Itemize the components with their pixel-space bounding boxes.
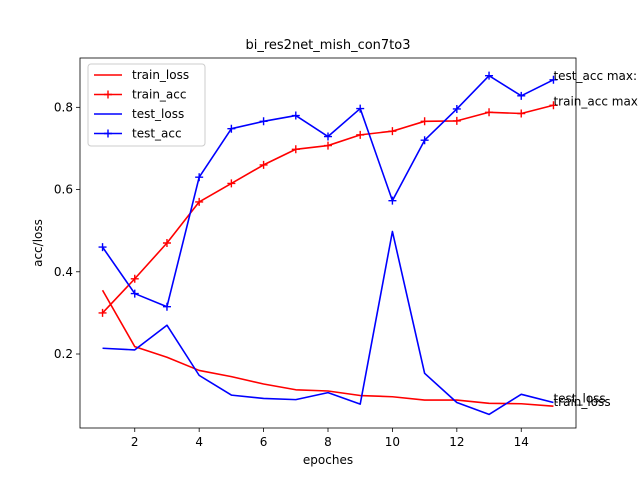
data-point-test_acc xyxy=(98,243,107,252)
legend-entry: train_loss xyxy=(132,68,189,82)
x-tick-label: 4 xyxy=(195,435,203,449)
y-tick-label: 0.6 xyxy=(54,183,73,197)
data-point-train_acc xyxy=(195,197,204,206)
data-point-train_acc xyxy=(98,308,107,317)
legend-box xyxy=(87,63,206,147)
data-point-test_acc xyxy=(227,124,236,133)
x-tick-label: 2 xyxy=(131,435,139,449)
data-point-test_acc xyxy=(452,104,461,113)
data-point-test_acc xyxy=(356,104,365,113)
data-point-test_acc xyxy=(324,132,332,141)
y-tick-label: 0.8 xyxy=(54,100,73,114)
data-point-test_acc xyxy=(420,136,429,145)
x-tick-label: 12 xyxy=(449,435,464,449)
y-tick-label: 0.2 xyxy=(54,347,73,361)
data-point-train_acc xyxy=(517,109,526,118)
y-tick-label: 0.4 xyxy=(54,265,73,279)
data-point-train_acc xyxy=(420,117,429,126)
data-point-train_acc xyxy=(485,108,494,117)
data-point-train_acc xyxy=(162,239,171,247)
chart-title: bi_res2net_mish_con7to3 xyxy=(245,38,410,53)
annotation: test_acc max: xyxy=(553,69,637,83)
data-point-test_acc xyxy=(549,75,558,84)
data-point-test_acc xyxy=(130,289,139,298)
data-point-train_acc xyxy=(259,160,268,169)
plot-area: 2 4 6 8 10 12 14 0.2 0.4 0.6 0.8 test_acc max: train… xyxy=(54,57,638,449)
data-point-test_acc xyxy=(388,196,397,205)
data-point-train_acc xyxy=(549,101,558,110)
data-point-train_acc xyxy=(227,179,236,188)
annotation: train_acc max xyxy=(553,94,637,108)
y-axis-label: acc/loss xyxy=(31,219,45,267)
data-point-test_acc xyxy=(517,91,526,100)
x-tick-label: 14 xyxy=(514,435,529,449)
data-point-train_acc xyxy=(388,127,397,136)
annotation: train_loss xyxy=(553,395,610,409)
data-point-test_acc xyxy=(195,173,204,182)
data-point-test_acc xyxy=(485,71,494,80)
legend-entry: test_acc xyxy=(132,127,182,141)
data-point-train_acc xyxy=(291,145,300,154)
data-point-test_acc xyxy=(162,302,171,311)
legend-marker-test_acc xyxy=(104,129,112,138)
series-line-train_loss xyxy=(101,289,554,408)
data-point-train_acc xyxy=(356,130,365,139)
data-point-test_acc xyxy=(291,111,300,120)
data-point-train_acc xyxy=(452,116,461,125)
legend-marker-train_acc xyxy=(104,90,112,99)
x-tick-label: 10 xyxy=(385,435,400,449)
series-line-test_loss xyxy=(102,230,554,416)
x-tick-label: 6 xyxy=(260,435,268,449)
legend-entry: test_loss xyxy=(132,107,184,121)
annotation: test_loss xyxy=(553,392,605,406)
data-point-train_acc xyxy=(130,274,139,283)
legend-entry: train_acc xyxy=(132,88,186,102)
x-axis-label: epoches xyxy=(303,453,353,467)
data-point-test_acc xyxy=(259,117,268,126)
x-tick-label: 8 xyxy=(324,435,332,449)
axes-frame xyxy=(79,57,577,429)
data-point-train_acc xyxy=(324,141,332,150)
